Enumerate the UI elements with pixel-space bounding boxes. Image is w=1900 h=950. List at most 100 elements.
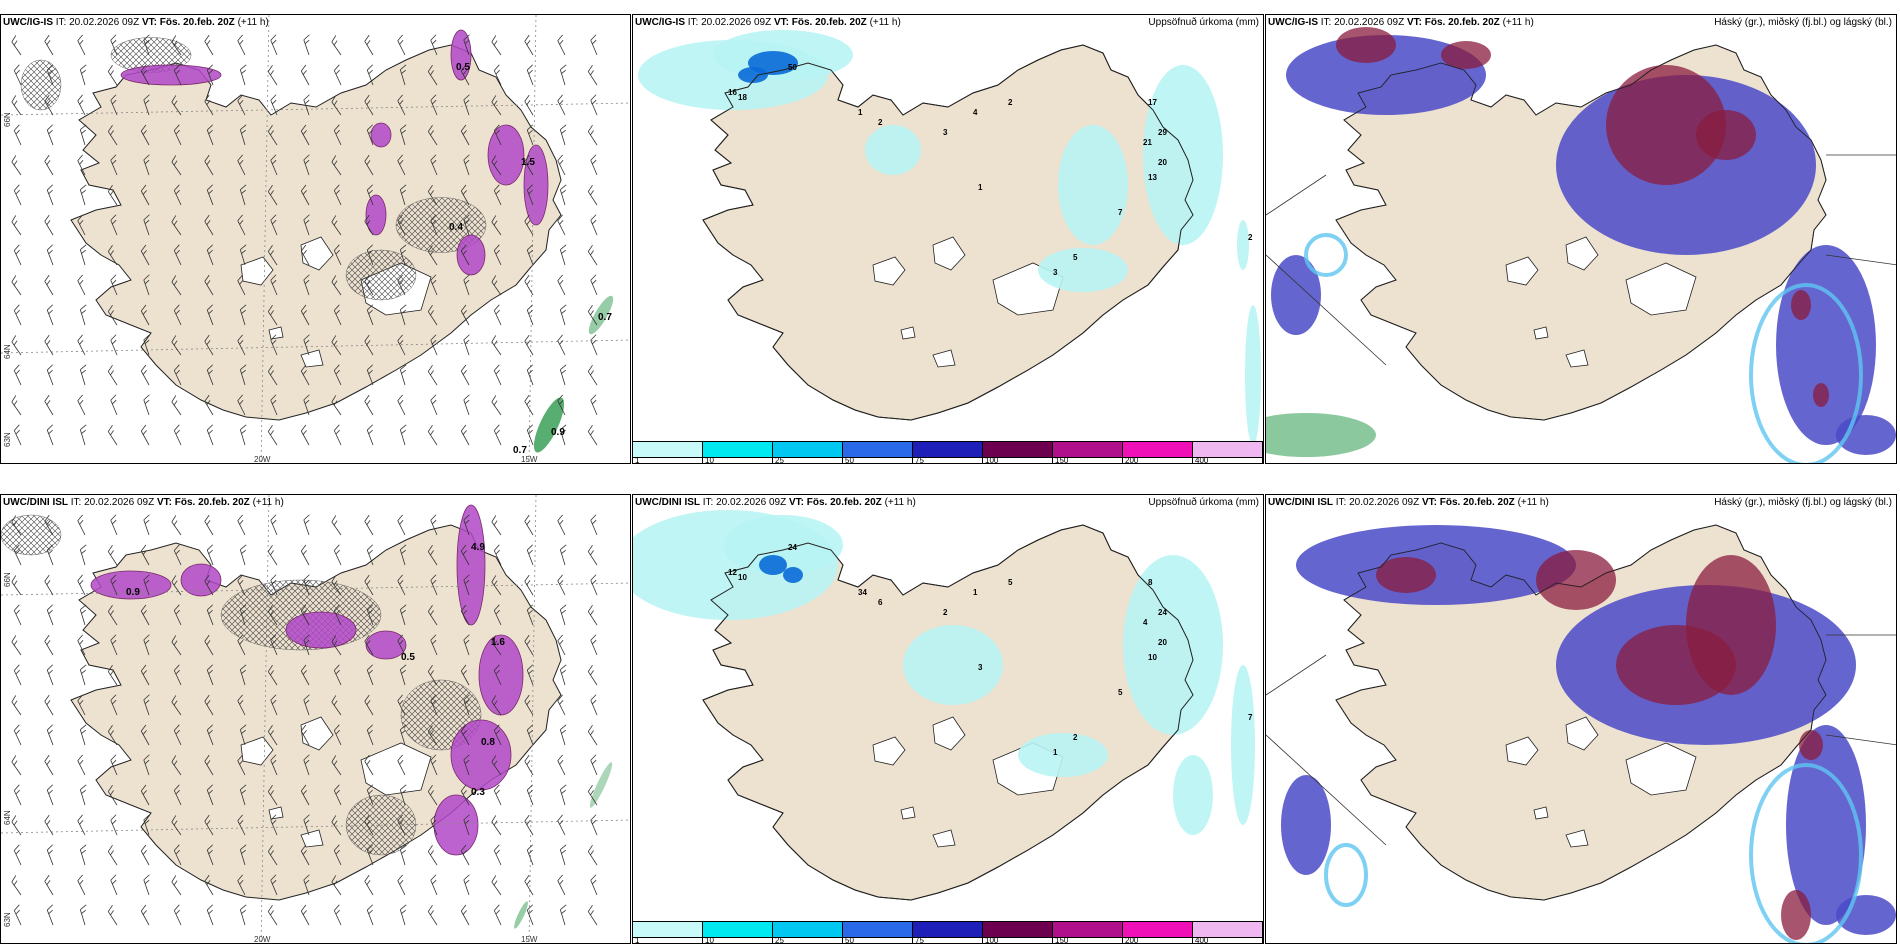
wind-barb [493,604,502,626]
wind-barb [559,784,567,806]
wind-barb [399,304,407,326]
glacier [872,736,906,766]
panel-right-title: Uppsöfnuð úrkoma (mm) [1148,17,1259,28]
panel-title: UWC/IG-IS IT: 20.02.2026 09Z VT: Fös. 20… [3,17,269,28]
wind-barb [300,544,310,566]
wind-barb [366,664,374,686]
wind-barb [557,694,566,716]
wind-barb [143,754,150,776]
cloud-map [1266,27,1896,463]
wind-barb [267,605,278,626]
high-cloud-area [1441,41,1491,69]
legend-swatch [703,441,772,458]
wind-barb [77,274,86,296]
legend-swatch [1193,441,1262,458]
wind-barb [171,695,182,716]
wind-barb [587,185,598,206]
wind-barb [366,724,374,746]
wind-barb [239,604,247,626]
precip-area [1058,125,1128,245]
wind-barb [524,94,534,116]
wind-barb [140,124,150,146]
wind-barb [460,904,470,926]
legend-cell: 150 [1053,921,1123,943]
precip-value-label: 10 [738,573,747,582]
legend-swatch [773,441,842,458]
panel-icing-bottom: UWC/DINI ISL IT: 20.02.2026 09Z VT: Fös.… [0,494,631,944]
wind-barb [491,275,502,296]
wind-barb [559,544,567,566]
wind-barb [143,694,150,716]
wind-barb [333,244,342,266]
wind-barb [204,154,214,176]
wind-barb [333,544,342,566]
legend-tick-label: 1 [635,456,640,464]
legend-swatch [1123,441,1192,458]
graticule-line [1,819,630,834]
low-cloud-area [1304,233,1348,277]
wind-barb [399,724,407,746]
boundary-line [1266,174,1327,216]
glacier [1533,806,1549,820]
wind-barb [526,724,534,746]
wind-barb [331,755,342,776]
wind-barb [140,724,150,746]
wind-barb [110,694,118,716]
wind-barb [143,874,150,896]
precip-value-label: 3 [1053,268,1058,277]
wind-barb [397,394,406,416]
wind-barb [11,815,22,836]
wind-barb [303,214,310,236]
precip-value-label: 1 [858,108,863,117]
wind-barb [77,34,86,56]
wind-barb [557,514,566,536]
wind-barb [140,304,150,326]
wind-barb [11,515,22,536]
wind-barb [364,514,374,536]
legend-tick-label: 10 [705,936,714,944]
wind-barb [173,124,182,146]
wind-barb [430,94,438,116]
legend-cell: 75 [913,441,983,463]
wind-barb [300,904,310,926]
wind-barb [13,544,22,566]
wind-barb [44,214,54,236]
icing-hatch-area [1,514,62,556]
wind-barb [143,214,150,236]
wind-barb [173,64,182,86]
wind-barb [140,184,150,206]
legend-cell: 25 [773,921,843,943]
wind-barb [493,124,502,146]
wind-barb [397,874,406,896]
wind-barb [427,665,438,686]
wind-barb [171,395,182,416]
wind-barb [270,634,278,656]
wind-barb [587,905,598,926]
lat-label-63n: 63N [3,912,12,927]
wind-barb [44,694,54,716]
lon-label-20w: 20W [254,935,271,944]
glacier [240,256,274,286]
wind-barb [237,94,246,116]
icing-value-label: 0.7 [598,312,612,323]
wind-barb [587,245,598,266]
wind-barb [267,125,278,146]
wind-barb [237,634,246,656]
mid-cloud-area [1786,725,1866,925]
wind-barb [204,514,214,536]
wind-barb [46,784,54,806]
panel-title: UWC/IG-IS IT: 20.02.2026 09Z VT: Fös. 20… [635,17,901,28]
wind-barb [587,665,598,686]
wind-barb [587,365,598,386]
precip-value-label: 5 [1118,688,1123,697]
wind-barb [270,334,278,356]
glacier [268,806,284,820]
wind-barb [331,95,342,116]
wind-barb [77,694,86,716]
wind-barb [399,544,407,566]
wind-barb [590,154,598,176]
wind-barb [491,215,502,236]
wind-barb [303,34,310,56]
wind-barb [590,394,598,416]
legend-tick-label: 200 [1125,456,1139,464]
